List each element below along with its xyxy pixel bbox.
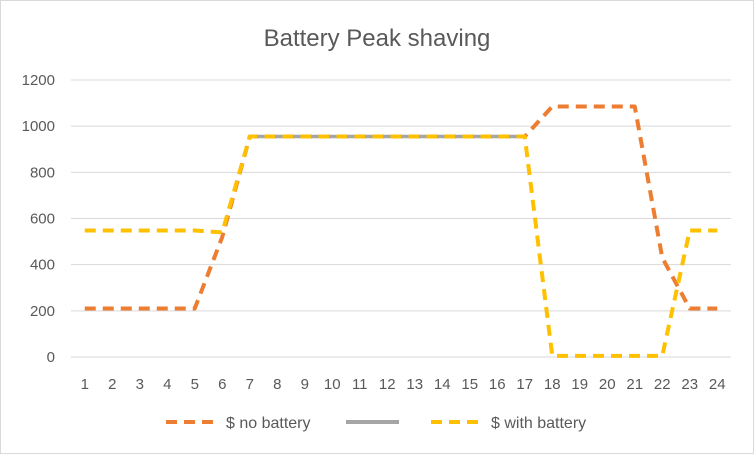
series-3-point-23 bbox=[689, 230, 690, 231]
x-tick-label-9: 9 bbox=[301, 376, 309, 393]
series-lines bbox=[84, 104, 718, 358]
series-3-point-24 bbox=[717, 230, 718, 231]
series-1-point-4 bbox=[167, 308, 168, 309]
x-tick-label-10: 10 bbox=[324, 376, 341, 393]
x-tick-label-2: 2 bbox=[108, 376, 116, 393]
series-3-point-6 bbox=[222, 232, 223, 233]
x-tick-label-14: 14 bbox=[434, 376, 451, 393]
series-1-point-19 bbox=[579, 106, 580, 107]
y-tick-label-200: 200 bbox=[30, 303, 55, 320]
x-tick-label-4: 4 bbox=[163, 376, 171, 393]
x-tick-label-18: 18 bbox=[544, 376, 561, 393]
y-tick-label-1200: 1200 bbox=[22, 72, 55, 89]
x-tick-label-19: 19 bbox=[571, 376, 588, 393]
series-3-point-20 bbox=[607, 355, 608, 356]
x-tick-label-6: 6 bbox=[218, 376, 226, 393]
series-line-3 bbox=[84, 134, 718, 358]
legend: $ no battery $ with battery bbox=[166, 415, 586, 432]
series-3-point-10 bbox=[332, 136, 333, 137]
series-3-point-1 bbox=[84, 230, 85, 231]
x-tick-label-23: 23 bbox=[681, 376, 698, 393]
series-3-point-17 bbox=[524, 136, 525, 137]
series-3-point-14 bbox=[442, 136, 443, 137]
series-1-point-6 bbox=[222, 236, 223, 237]
series-1-point-18 bbox=[552, 106, 553, 107]
series-3-point-7 bbox=[249, 136, 250, 137]
chart-title: Battery Peak shaving bbox=[264, 25, 491, 52]
series-3-point-16 bbox=[497, 136, 498, 137]
series-3-point-13 bbox=[414, 136, 415, 137]
series-3-point-4 bbox=[167, 230, 168, 231]
x-tick-label-15: 15 bbox=[461, 376, 478, 393]
series-3-point-8 bbox=[277, 136, 278, 137]
series-3-point-3 bbox=[139, 230, 140, 231]
legend-label-3: $ with battery bbox=[491, 415, 586, 432]
gridlines bbox=[71, 79, 731, 358]
x-axis-tick-labels: 1 2 3 4 5 6 7 8 9 10 11 12 13 14 15 16 17 18 19 20 21 22 23 24 bbox=[81, 376, 726, 393]
x-tick-label-24: 24 bbox=[709, 376, 726, 393]
series-3-point-5 bbox=[194, 230, 195, 231]
x-tick-label-11: 11 bbox=[352, 376, 368, 393]
x-tick-label-17: 17 bbox=[516, 376, 533, 393]
y-tick-label-0: 0 bbox=[47, 349, 55, 366]
series-3-point-2 bbox=[112, 230, 113, 231]
series-3-point-19 bbox=[579, 355, 580, 356]
x-tick-label-5: 5 bbox=[191, 376, 199, 393]
series-1-point-2 bbox=[112, 308, 113, 309]
series-3-point-12 bbox=[387, 136, 388, 137]
x-tick-label-8: 8 bbox=[273, 376, 281, 393]
x-tick-label-7: 7 bbox=[246, 376, 254, 393]
x-tick-label-12: 12 bbox=[379, 376, 396, 393]
series-3-point-11 bbox=[359, 136, 360, 137]
series-1-point-21 bbox=[634, 106, 635, 107]
series-1-point-22 bbox=[662, 257, 663, 258]
x-tick-label-13: 13 bbox=[406, 376, 423, 393]
x-tick-label-21: 21 bbox=[626, 376, 643, 393]
series-1-point-3 bbox=[139, 308, 140, 309]
x-tick-label-1: 1 bbox=[81, 376, 89, 393]
series-1-point-20 bbox=[607, 106, 608, 107]
y-tick-label-800: 800 bbox=[30, 164, 55, 181]
series-3-point-22 bbox=[662, 355, 663, 356]
series-3-point-15 bbox=[469, 136, 470, 137]
x-tick-label-22: 22 bbox=[654, 376, 671, 393]
y-tick-label-600: 600 bbox=[30, 211, 55, 228]
series-1-point-23 bbox=[689, 308, 690, 309]
y-tick-label-1000: 1000 bbox=[22, 118, 55, 135]
series-1-point-5 bbox=[194, 308, 195, 309]
y-tick-label-400: 400 bbox=[30, 257, 55, 274]
x-tick-label-20: 20 bbox=[599, 376, 616, 393]
legend-label-1: $ no battery bbox=[226, 415, 311, 432]
x-tick-label-16: 16 bbox=[489, 376, 506, 393]
series-3-point-21 bbox=[634, 355, 635, 356]
series-3-point-18 bbox=[552, 355, 553, 356]
x-tick-label-3: 3 bbox=[136, 376, 144, 393]
series-1-point-1 bbox=[84, 308, 85, 309]
y-axis-tick-labels: 0 200 400 600 800 1000 1200 bbox=[22, 72, 55, 366]
series-1-point-24 bbox=[717, 308, 718, 309]
series-3-point-9 bbox=[304, 136, 305, 137]
